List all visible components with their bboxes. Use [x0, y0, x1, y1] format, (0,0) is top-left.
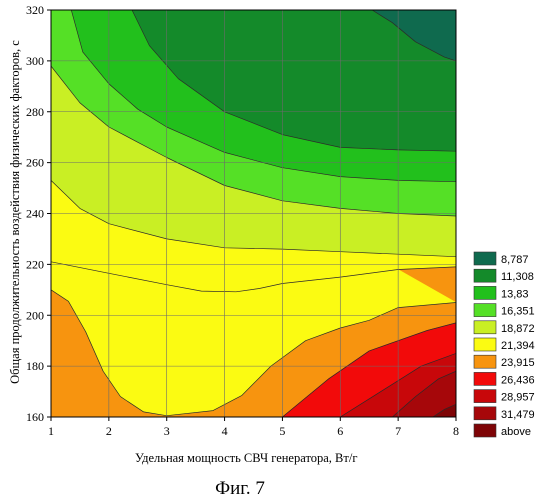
legend-label: 31,479: [501, 409, 535, 421]
x-tick-label: 1: [48, 424, 54, 438]
x-tick-label: 5: [279, 424, 285, 438]
x-axis-title: Удельная мощность СВЧ генератора, Вт/г: [135, 451, 357, 465]
legend-swatch: [474, 372, 496, 385]
legend-swatch: [474, 286, 496, 299]
y-tick-label: 220: [26, 257, 44, 271]
legend-swatch: [474, 321, 496, 334]
y-tick-label: 260: [26, 156, 44, 170]
y-tick-label: 300: [26, 54, 44, 68]
x-tick-label: 7: [395, 424, 401, 438]
x-tick-label: 3: [164, 424, 170, 438]
y-tick-label: 280: [26, 105, 44, 119]
legend-label: 21,394: [501, 340, 535, 352]
legend-label: 11,308: [501, 271, 534, 283]
legend-label: 13,83: [501, 288, 529, 300]
legend-label: 28,957: [501, 392, 535, 404]
legend-swatch: [474, 424, 496, 437]
y-tick-label: 180: [26, 359, 44, 373]
y-axis-title: Общая продолжительность воздействия физи…: [8, 40, 22, 384]
legend-swatch: [474, 355, 496, 368]
legend-swatch: [474, 304, 496, 317]
legend-label: above: [501, 426, 531, 438]
y-tick-label: 160: [26, 410, 44, 424]
legend-label: 16,351: [501, 306, 535, 318]
legend: 8,787 11,308 13,83 16,351 18,872 21,394 23,915…: [474, 252, 535, 438]
y-tick-label: 240: [26, 207, 44, 221]
legend-swatch: [474, 407, 496, 420]
figure-caption: Фиг. 7: [215, 478, 265, 499]
legend-label: 26,436: [501, 374, 535, 386]
legend-label: 8,787: [501, 254, 529, 266]
legend-swatch: [474, 269, 496, 282]
y-tick-label: 200: [26, 308, 44, 322]
x-axis-ticks: 1 2 3 4 5 6 7 8: [48, 417, 459, 438]
legend-label: 18,872: [501, 323, 535, 335]
x-tick-label: 2: [106, 424, 112, 438]
legend-swatch: [474, 252, 496, 265]
x-tick-label: 4: [222, 424, 228, 438]
y-tick-label: 320: [26, 3, 44, 17]
legend-swatch: [474, 338, 496, 351]
y-axis-ticks: 160 180 200 220 240 260 280 300 320: [26, 3, 51, 424]
legend-swatch: [474, 390, 496, 403]
x-tick-label: 6: [337, 424, 343, 438]
legend-label: 23,915: [501, 357, 535, 369]
x-tick-label: 8: [453, 424, 459, 438]
